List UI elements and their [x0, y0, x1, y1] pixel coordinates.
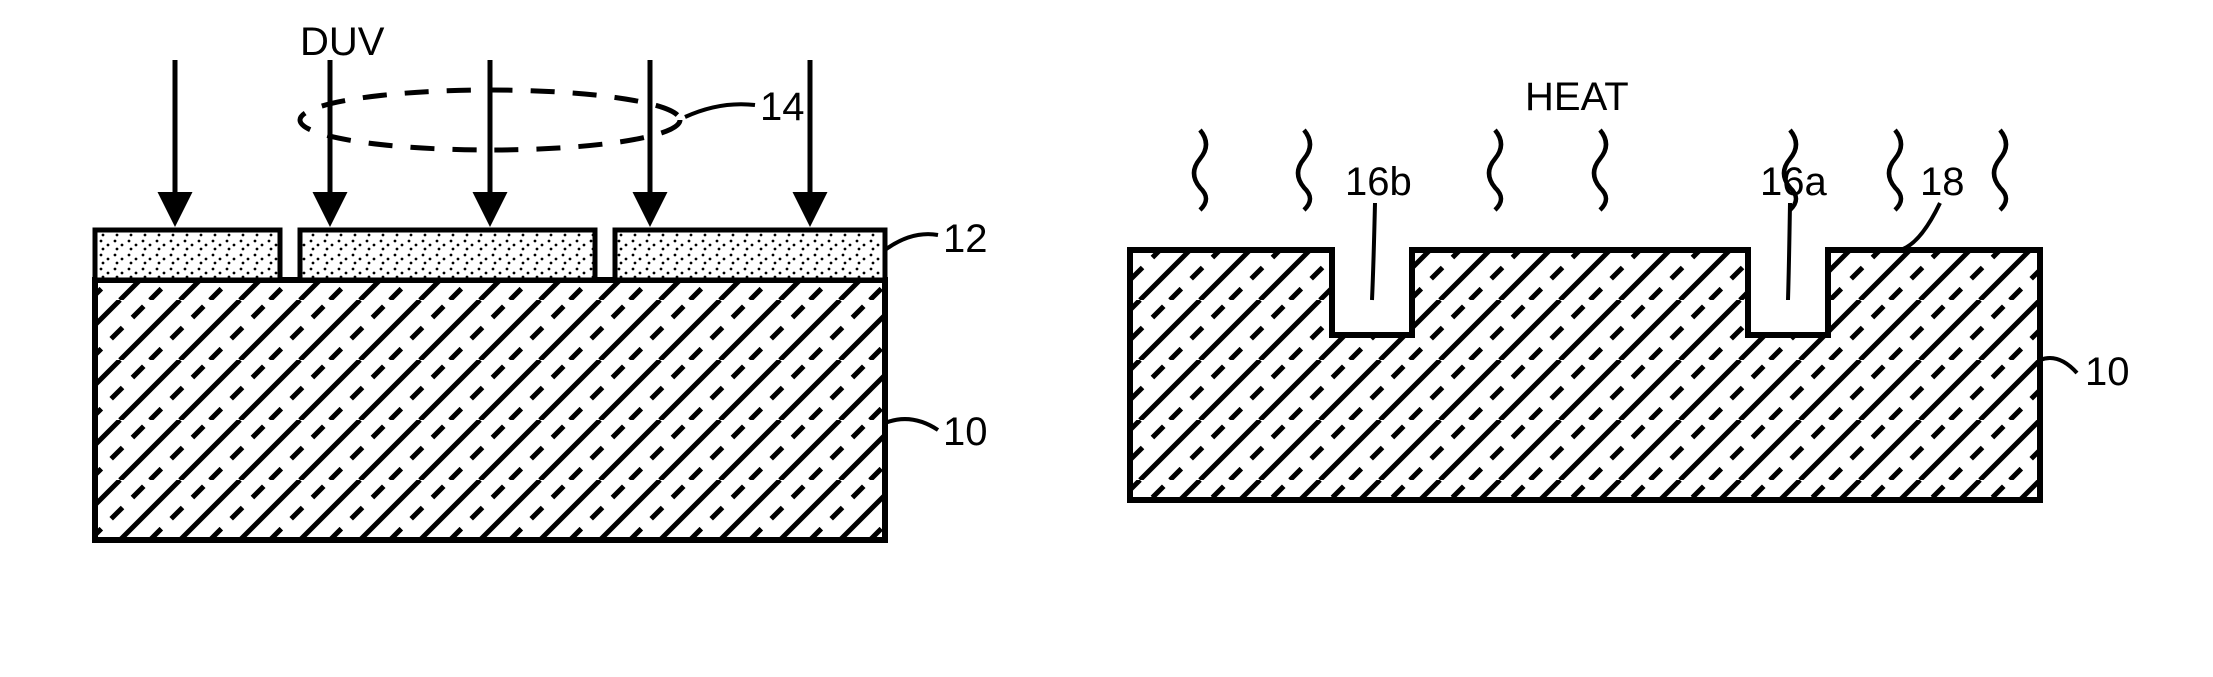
substrate-left [95, 280, 885, 540]
heat-label: HEAT [1525, 75, 1629, 119]
ref-16b: 16b [1345, 160, 1412, 204]
ref-10-left: 10 [943, 410, 988, 454]
ref-18: 18 [1920, 160, 1965, 204]
duv-arrows [175, 60, 810, 220]
substrate-right [1130, 250, 2040, 500]
heat-wavy [1194, 130, 2006, 210]
ref-12: 12 [943, 217, 988, 261]
ref-10-right: 10 [2085, 350, 2130, 394]
resist-strips [95, 230, 885, 280]
duv-label: DUV [300, 20, 385, 64]
ref-14: 14 [760, 85, 805, 129]
ref-16a: 16a [1760, 160, 1827, 204]
